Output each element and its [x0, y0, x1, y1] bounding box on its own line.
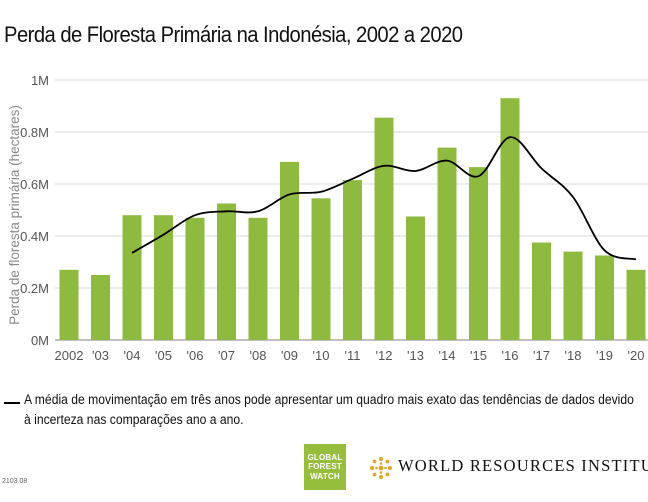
wri-logo-icon	[370, 457, 392, 479]
bar	[343, 180, 362, 340]
x-tick-label: '14	[439, 348, 456, 363]
gfw-line-1: GLOBAL	[307, 452, 343, 462]
x-tick-label: '09	[281, 348, 298, 363]
x-tick-label: '04	[124, 348, 141, 363]
global-forest-watch-logo: GLOBAL FOREST WATCH	[304, 444, 346, 490]
bar	[500, 98, 520, 340]
y-tick-label: 0M	[31, 333, 49, 348]
bar	[91, 275, 110, 340]
y-axis-label: Perda de floresta primária (hectares)	[7, 105, 22, 325]
bar	[280, 161, 299, 340]
x-tick-label: '10	[313, 348, 330, 363]
x-tick-label: '19	[596, 348, 613, 363]
x-tick-label: '06	[187, 348, 204, 363]
moving-average-line	[131, 136, 637, 261]
bars	[59, 98, 646, 340]
x-tick-label: 2002	[55, 348, 84, 363]
bar	[374, 117, 394, 340]
x-tick-label: '16	[502, 348, 519, 363]
y-tick-label: 0.6M	[20, 177, 49, 192]
figure-code: 2103.08	[2, 478, 28, 485]
bar	[532, 242, 551, 340]
y-tick-label: 0.8M	[20, 125, 49, 140]
x-tick-label: '07	[218, 348, 235, 363]
x-tick-label: '17	[533, 348, 550, 363]
bar	[154, 215, 173, 340]
x-tick-label: '03	[92, 348, 109, 363]
bar	[406, 216, 425, 340]
bar	[437, 147, 457, 340]
gfw-line-3: WATCH	[310, 471, 340, 481]
bar	[122, 215, 142, 340]
legend-line-swatch	[4, 402, 20, 404]
wri-name: WORLD RESOURCES INSTITUTE	[398, 456, 648, 475]
x-tick-label: '15	[470, 348, 487, 363]
x-tick-label: '08	[250, 348, 267, 363]
y-tick-label: 1M	[31, 73, 49, 88]
y-axis-ticks: 0M 0.2M 0.4M 0.6M 0.8M 1M	[20, 73, 49, 348]
bar	[59, 269, 79, 340]
bar	[217, 203, 236, 340]
x-tick-label: '20	[628, 348, 645, 363]
bar	[248, 217, 268, 340]
x-tick-label: '05	[155, 348, 172, 363]
bar	[469, 167, 488, 340]
bar	[563, 251, 583, 340]
x-tick-label: '18	[565, 348, 582, 363]
x-tick-label: '11	[345, 348, 361, 363]
x-axis-ticks: 2002 '03 '04 '05 '06 '07 '08 '09 '10 '11 '12 '13 '14…	[55, 348, 645, 363]
bar	[311, 198, 331, 340]
moving-average-path	[131, 136, 637, 261]
y-tick-label: 0.4M	[20, 229, 49, 244]
x-tick-label: '12	[376, 348, 393, 363]
bar-chart: 0M 0.2M 0.4M 0.6M 0.8M 1M 2002 '03 '04 '05 '06 '07…	[7, 73, 648, 363]
gfw-line-2: FOREST	[308, 462, 342, 472]
bar	[626, 269, 646, 340]
bar	[185, 217, 205, 340]
chart-title: Perda de Floresta Primária na Indonésia,…	[4, 22, 463, 47]
y-tick-label: 0.2M	[20, 281, 49, 296]
bar	[595, 255, 614, 340]
x-tick-label: '13	[407, 348, 424, 363]
legend-text: A média de movimentação em três anos pod…	[24, 392, 634, 427]
